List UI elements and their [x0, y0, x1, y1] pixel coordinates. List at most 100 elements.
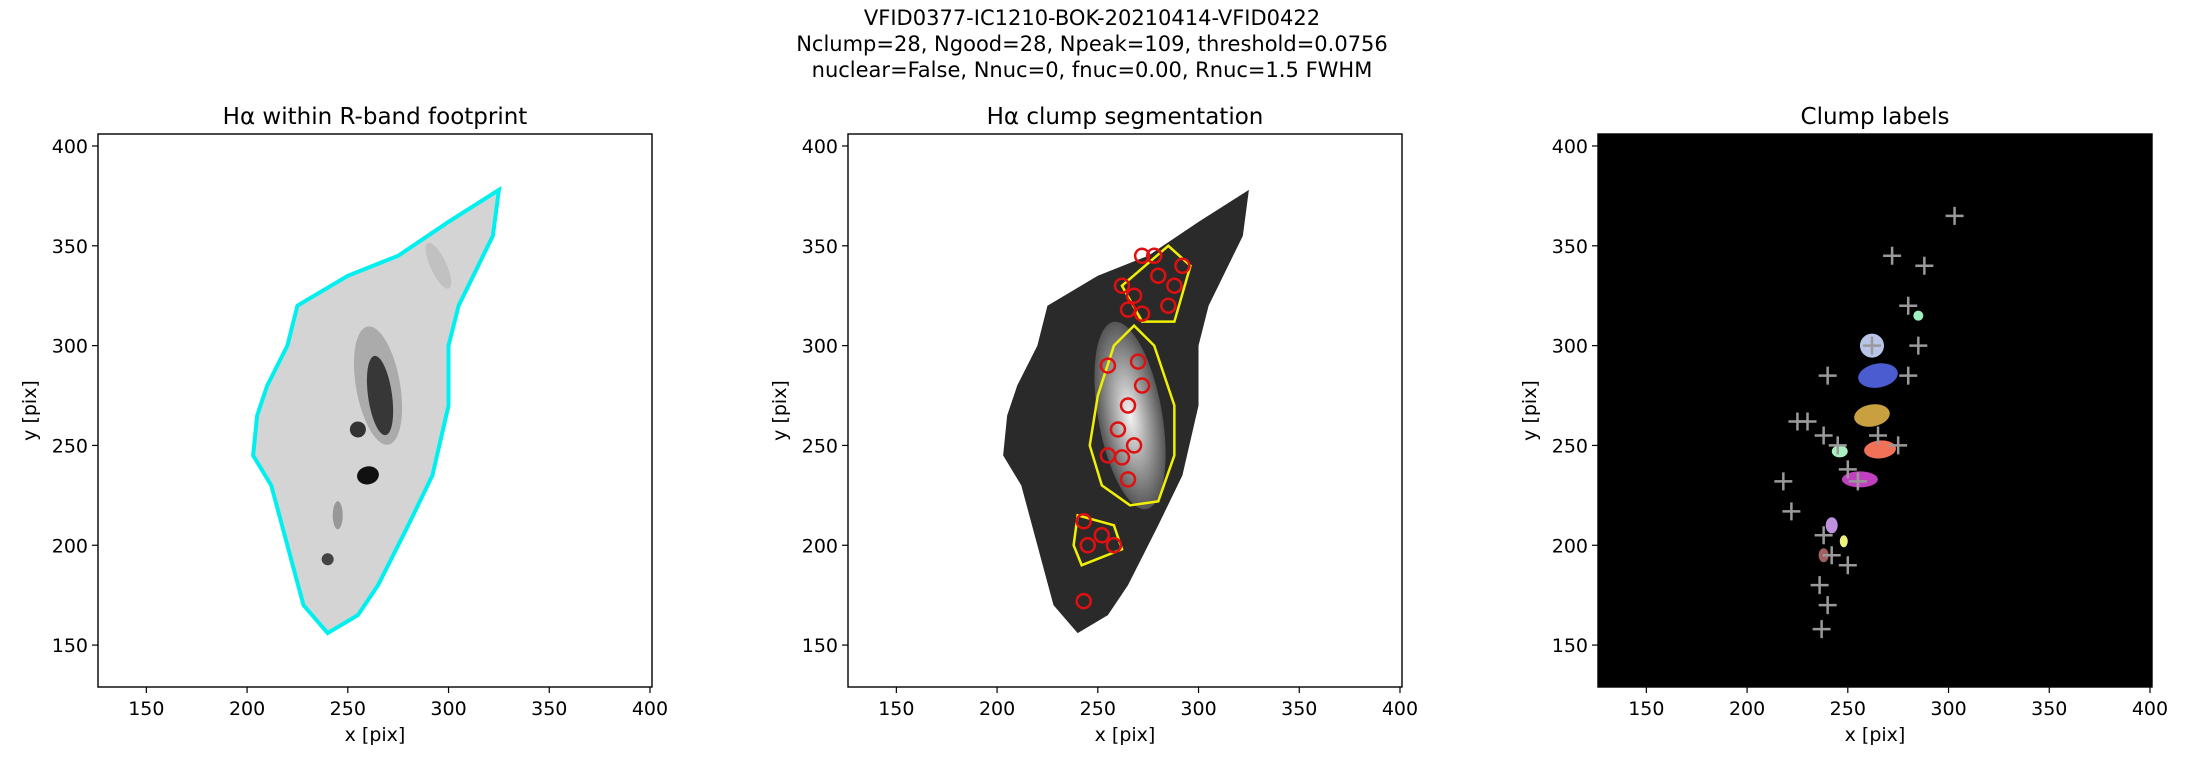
clump-marker	[1822, 546, 1841, 565]
panel: 150 200 250 300 350 400 150 200 250 300 350 400 Hα c…	[769, 104, 1418, 746]
y-tick-label: 250	[52, 435, 88, 457]
clump-marker	[1129, 353, 1147, 370]
y-tick-label: 350	[52, 236, 88, 258]
x-tick-label: 250	[330, 698, 366, 720]
x-tick-label: 200	[1729, 698, 1765, 720]
y-tick-label: 150	[52, 635, 88, 657]
clump-marker	[1075, 592, 1092, 610]
x-tick-label: 300	[1930, 698, 1966, 720]
panel-title: Hα within R-band footprint	[223, 104, 528, 130]
blob	[366, 355, 394, 436]
clump-marker	[1818, 366, 1837, 385]
y-axis-label: y [pix]	[769, 380, 791, 441]
contour	[1088, 323, 1176, 507]
figure-title-line: nuclear=False, Nnuc=0, fnuc=0.00, Rnuc=1…	[812, 58, 1373, 82]
blob	[1864, 440, 1896, 459]
blob	[1913, 310, 1924, 321]
clump-marker	[1899, 296, 1918, 315]
clump-marker	[1145, 247, 1163, 265]
x-tick-label: 250	[1080, 698, 1116, 720]
clump-marker	[1119, 471, 1137, 488]
clump-marker	[1149, 267, 1167, 284]
panel: 150 200 250 300 350 400 150 200 250 300 350 400 Clum…	[1519, 104, 2168, 746]
blob	[332, 501, 343, 530]
blob	[349, 421, 366, 438]
y-tick-label: 350	[802, 236, 838, 258]
y-tick-label: 250	[802, 435, 838, 457]
clump-marker	[1099, 357, 1117, 374]
x-tick-label: 150	[128, 698, 164, 720]
clump-marker	[1945, 206, 1964, 225]
x-tick-label: 250	[1830, 698, 1866, 720]
clump-marker	[1125, 437, 1143, 454]
y-tick-label: 400	[1552, 136, 1588, 158]
panel-title: Clump labels	[1801, 104, 1950, 130]
clump-marker	[1125, 287, 1143, 304]
x-axis-label: x [pix]	[345, 724, 406, 746]
panel: 150 200 250 300 350 400 150 200 250 300 350 400 Hα w…	[19, 104, 668, 746]
clump-marker	[1810, 576, 1829, 595]
y-tick-label: 150	[1552, 635, 1588, 657]
clump-marker	[1862, 336, 1881, 355]
clump-marker	[1093, 527, 1111, 544]
blob	[1839, 535, 1848, 548]
clump-marker	[1166, 277, 1183, 294]
clump-marker	[1899, 366, 1918, 385]
clump-marker	[1133, 377, 1151, 394]
clump-marker	[1838, 460, 1857, 479]
y-tick-label: 200	[802, 535, 838, 557]
axes-frame	[847, 133, 1403, 688]
clump-marker	[1099, 447, 1117, 464]
y-tick-label: 400	[52, 136, 88, 158]
y-tick-label: 400	[802, 136, 838, 158]
blob	[1831, 445, 1848, 458]
clump-marker	[1774, 472, 1793, 491]
y-tick-label: 300	[52, 336, 88, 358]
x-tick-label: 350	[1281, 698, 1317, 720]
image	[1774, 206, 1964, 639]
clump-marker	[1909, 336, 1928, 355]
clump-marker	[1814, 426, 1833, 445]
blob	[1841, 471, 1878, 488]
x-tick-label: 400	[1382, 698, 1418, 720]
y-tick-label: 250	[1552, 435, 1588, 457]
blob	[321, 553, 334, 566]
panel-title: Hα clump segmentation	[987, 104, 1264, 130]
blob	[1854, 404, 1890, 427]
clump-marker	[1838, 556, 1857, 575]
clump-marker	[1105, 537, 1123, 554]
x-tick-label: 300	[430, 698, 466, 720]
clump-marker	[1818, 596, 1837, 615]
figure-title-line: VFID0377-IC1210-BOK-20210414-VFID0422	[864, 6, 1320, 30]
x-tick-label: 150	[878, 698, 914, 720]
axes-frame	[1597, 133, 2153, 688]
clump-marker	[1915, 256, 1934, 275]
clump-marker	[1782, 502, 1801, 521]
x-tick-label: 400	[632, 698, 668, 720]
x-tick-label: 200	[979, 698, 1015, 720]
clump-marker	[1133, 305, 1151, 322]
contour	[1072, 513, 1124, 567]
clump-marker	[1883, 246, 1902, 265]
x-axis-label: x [pix]	[1095, 724, 1156, 746]
y-tick-label: 300	[1552, 336, 1588, 358]
clump-marker	[1075, 513, 1092, 530]
image	[1003, 189, 1249, 634]
clump-marker	[1828, 436, 1847, 455]
figure-title-line: Nclump=28, Ngood=28, Npeak=109, threshol…	[796, 32, 1388, 56]
x-tick-label: 150	[1628, 698, 1664, 720]
clump-marker	[1869, 426, 1888, 445]
y-tick-label: 150	[802, 635, 838, 657]
blob	[1825, 517, 1838, 534]
y-axis-label: y [pix]	[19, 380, 41, 441]
y-tick-label: 200	[1552, 535, 1588, 557]
blob	[1858, 363, 1898, 388]
image	[251, 185, 502, 636]
y-tick-label: 350	[1552, 236, 1588, 258]
x-tick-label: 400	[2132, 698, 2168, 720]
clump-marker	[1079, 537, 1096, 554]
clump-marker	[1133, 247, 1151, 265]
clump-marker	[1119, 397, 1137, 414]
clump-marker	[1848, 472, 1867, 491]
